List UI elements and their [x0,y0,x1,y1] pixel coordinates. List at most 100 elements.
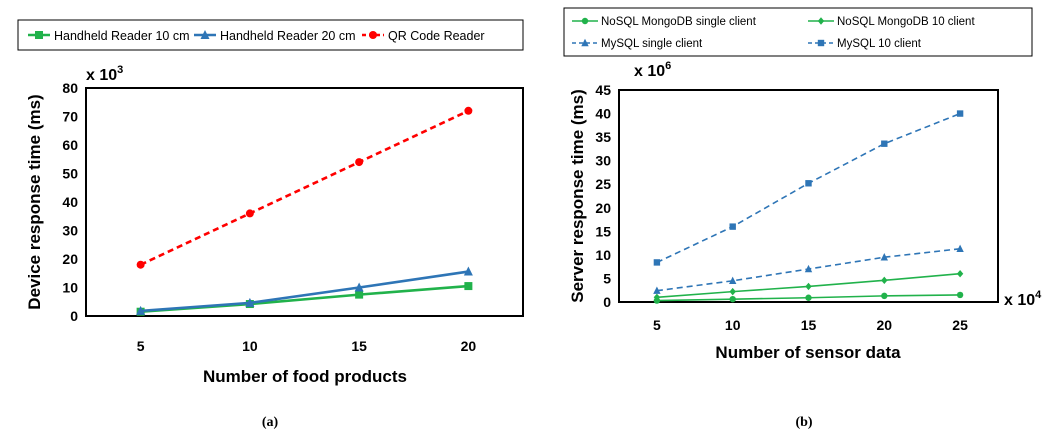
y-tick-label: 35 [595,129,611,145]
legend-b: NoSQL MongoDB single client NoSQL MongoDB… [563,7,1033,57]
series-2 [653,244,964,294]
data-point [463,266,473,276]
y-tick-label: 40 [62,194,78,210]
x-tick-label: 10 [725,317,741,333]
data-point [881,140,888,147]
plot-area-a [85,87,524,317]
legend-marker [35,31,43,39]
y-tick-label: 80 [62,80,78,96]
x-tick-label: 15 [351,338,367,354]
legend-item: Handheld Reader 20 cm [194,29,356,43]
data-point [805,282,812,291]
data-point [653,259,661,266]
legend-label: MySQL single client [601,38,703,50]
data-point [729,276,737,284]
data-point [956,244,964,252]
y-tick-label: 0 [70,308,78,324]
data-point [805,180,812,187]
data-point [729,295,736,303]
data-point [729,223,736,230]
legend-marker [369,31,377,39]
data-point [653,286,661,294]
y-multiplier-a: x 103 [86,64,123,84]
series-3 [653,110,964,266]
x-tick-label: 10 [242,338,258,354]
x-tick-label: 25 [952,317,968,333]
x-tick-label: 5 [137,338,145,354]
legend-item: Handheld Reader 10 cm [28,29,190,43]
data-point [804,264,813,273]
y-tick-label: 30 [62,223,78,239]
data-point [805,294,812,301]
data-point [881,276,888,285]
y-tick-label: 10 [62,280,78,296]
y-tick-label: 70 [62,109,78,125]
panel-label-a: (a) [262,415,279,430]
series-a [136,106,473,316]
y-tick-label: 20 [62,251,78,267]
data-point [245,209,254,218]
legend-marker [581,38,589,47]
data-point [729,287,736,296]
y-axis-title-a: Device response time (ms) [25,94,44,309]
legend-label: Handheld Reader 10 cm [54,29,190,43]
data-point [956,291,964,299]
series-2 [136,106,473,269]
legend-label: MySQL 10 client [837,38,922,50]
data-point [464,282,473,291]
x-tick-label: 15 [801,317,817,333]
legend-item: QR Code Reader [362,29,485,43]
y-tick-label: 45 [595,82,611,98]
data-point [881,292,888,300]
data-point [136,260,145,269]
y-tick-label: 0 [603,294,611,310]
legend-item: MySQL single client [572,38,703,50]
legend-label: QR Code Reader [388,29,485,43]
x-tick-label: 20 [461,338,477,354]
x-axis-ticks-b: 5 10 15 20 25 [653,317,968,333]
y-tick-label: 50 [62,166,78,182]
data-point [464,106,473,115]
data-point [245,297,255,307]
x-multiplier-b: x 104 [1004,289,1042,309]
y-axis-title-b: Server response time (ms) [568,89,587,303]
series-line [140,109,469,266]
data-point [355,158,364,167]
legend-label: NoSQL MongoDB single client [601,16,757,28]
legend-marker [817,39,825,47]
legend-marker [581,17,589,25]
y-tick-label: 15 [595,223,611,239]
y-tick-label: 30 [595,153,611,169]
y-tick-label: 10 [595,247,611,263]
series-1 [136,266,473,315]
data-point [880,253,888,261]
legend-marker [200,30,210,39]
y-tick-label: 5 [603,270,611,286]
series-line [140,270,469,313]
y-multiplier-b: x 106 [634,60,671,80]
data-point [956,270,964,278]
data-point [956,110,964,117]
x-axis-title-a: Number of food products [203,367,407,386]
series-1 [653,270,964,301]
series-b [653,110,964,304]
legend-marker [817,17,825,25]
legend-item: MySQL 10 client [808,38,922,50]
series-0 [653,291,964,304]
y-axis-ticks-b: 0 5 10 15 20 25 30 35 40 45 [595,82,611,310]
data-point [355,290,364,299]
y-tick-label: 20 [595,200,611,216]
legend-item: NoSQL MongoDB single client [572,16,757,28]
x-axis-title-b: Number of sensor data [715,343,901,362]
legend-label: NoSQL MongoDB 10 client [837,16,975,28]
x-axis-ticks-a: 5 10 15 20 [137,338,477,354]
data-point [653,293,661,301]
panel-label-b: (b) [795,415,812,430]
x-tick-label: 5 [653,317,661,333]
y-tick-label: 60 [62,137,78,153]
y-axis-ticks-a: 0 10 20 30 40 50 60 70 80 [62,80,78,324]
chart-b: 0 5 10 15 20 25 30 35 40 45 5 10 15 20 25 x 106 x 104… [568,60,1042,430]
data-point [354,282,364,292]
y-tick-label: 25 [595,176,611,192]
